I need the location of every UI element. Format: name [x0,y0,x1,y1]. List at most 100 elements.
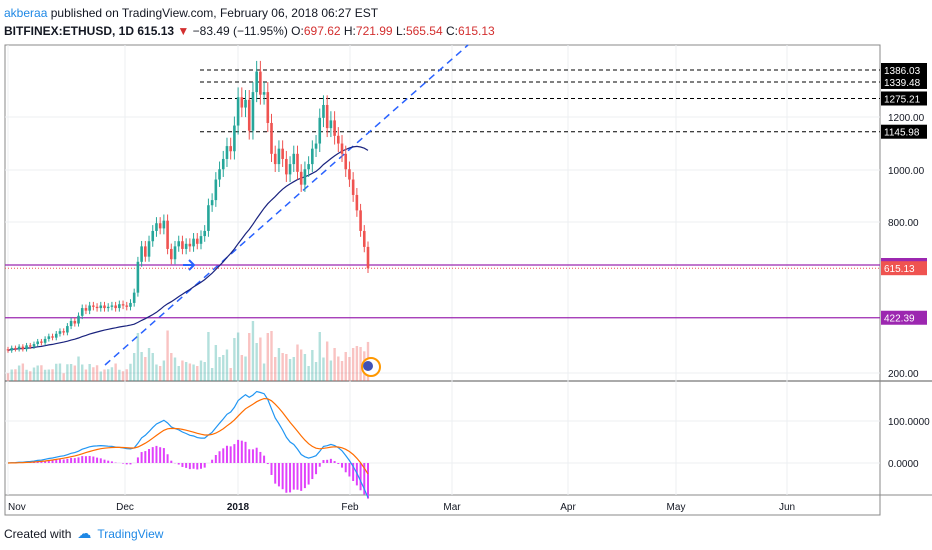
candle-body [210,200,214,206]
volume-bar [21,363,25,381]
candle-body [218,169,221,180]
candle-body [118,304,121,309]
author-link[interactable]: akberaa [4,6,48,20]
candle-body [151,230,155,242]
candle-body [84,308,88,311]
level-badge [881,124,927,139]
volume-bar [6,373,10,381]
candle-body [240,97,244,108]
volume-bar [314,362,318,381]
candle-body [80,308,84,316]
candle-body [303,169,307,185]
candle-body [21,346,25,350]
candle-body [351,179,355,195]
candle-body [340,143,344,154]
volume-bar [344,352,347,381]
level-label: 1275.21 [884,94,921,105]
open-label: O: [291,24,304,38]
tradingview-logo-icon[interactable]: ☁ [77,525,92,541]
volume-bar [274,357,277,381]
volume-bar [299,349,303,381]
candle-body [337,135,340,144]
volume-bar [158,366,162,381]
candle-body [125,305,129,307]
volume-bar [32,367,36,381]
candle-body [147,241,151,257]
x-tick-label: Dec [116,502,134,513]
volume-bar [244,356,247,381]
candle-body [92,305,95,307]
candle-body [225,146,229,159]
candle-body [36,341,39,345]
volume-bar [151,353,154,381]
volume-bar [296,344,299,381]
volume-bar [77,356,80,381]
volume-bar [147,348,151,381]
symbol-label: BITFINEX:ETHUSD, 1D [4,24,135,38]
volume-bar [170,353,173,381]
candle-body [221,158,225,170]
volume-bar [114,363,117,381]
candle-body [355,194,359,211]
candle-body [28,345,32,347]
candle-body [311,148,314,165]
candle-body [25,345,28,350]
volume-bar [95,365,99,381]
volume-bar [311,350,314,381]
candle-body [262,92,266,95]
volume-bar [196,366,199,381]
level-badge [881,63,927,77]
macd-tick-label: 0.0000 [888,459,919,470]
candle-body [192,238,195,247]
level-label: 1145.98 [884,128,920,139]
volume-bar [236,332,240,381]
volume-bar [325,341,329,381]
close-value: 615.13 [458,24,495,38]
volume-bar [29,371,32,381]
volume-bar [307,366,310,381]
candle-body [166,220,169,249]
candle-body [17,346,21,350]
x-tick-label: Nov [8,502,26,513]
level-badge [881,91,927,106]
candle-body [195,238,199,244]
candle-body [77,315,80,324]
volume-bar [181,360,184,381]
trend-line [104,44,469,366]
candle-body [366,246,370,269]
x-tick-label: May [667,502,686,513]
volume-bar [140,352,143,381]
candle-body [329,120,333,129]
volume-bar [192,364,195,381]
volume-bar [121,371,125,381]
volume-bar [270,331,273,381]
volume-bar [107,369,110,381]
volume-bar [136,333,140,381]
volume-bar [155,364,158,381]
candle-body [99,305,103,309]
candle-body [136,261,140,293]
candle-body [318,117,322,144]
volume-bar [288,359,292,381]
volume-bar [40,365,43,381]
candle-body [162,220,166,229]
candle-body [43,338,47,343]
candle-body [40,341,43,343]
volume-bar [125,369,128,381]
volume-bar [103,369,106,381]
volume-bar [162,360,166,381]
price-tick-label: 200.00 [888,369,919,380]
candle-body [173,246,177,260]
candle-body [236,97,240,126]
down-arrow-icon: ▼ [177,24,190,38]
candle-body [58,331,62,334]
volume-bar [318,332,321,381]
candle-body [188,243,192,247]
candle-body [181,241,184,249]
volume-bar [25,369,28,381]
candle-body [299,171,303,185]
candle-body [66,326,69,333]
macd-tick-label: 100.0000 [888,417,930,428]
tradingview-brand[interactable]: TradingView [97,526,164,541]
